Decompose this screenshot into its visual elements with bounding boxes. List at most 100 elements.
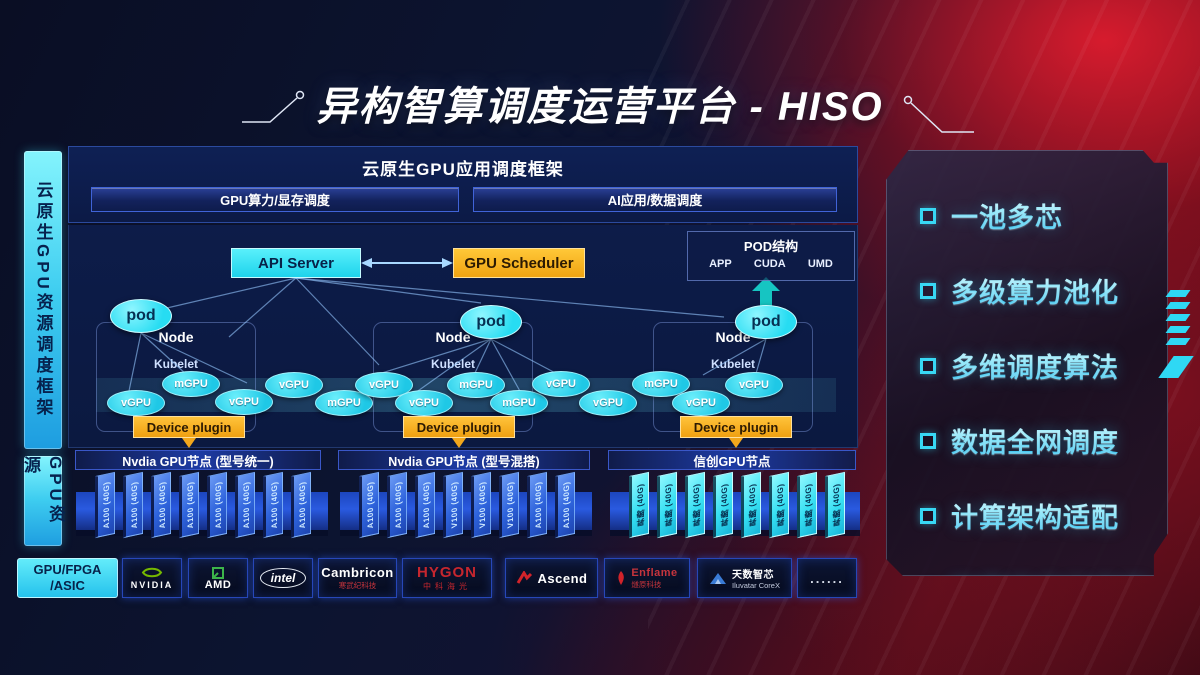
feature-item: 数据全网调度 (920, 421, 1168, 460)
api-server-box: API Server (231, 248, 361, 278)
node-group-header-2: Nvdia GPU节点 (型号混搭) (338, 450, 590, 470)
square-bullet-icon (920, 583, 936, 599)
vendor-label: NVIDIA (130, 580, 174, 590)
feature-label: 一池多芯 (951, 196, 1063, 235)
square-bullet-icon (920, 357, 936, 374)
kubelet-label: Kubelet (710, 357, 755, 371)
vendor-sublabel: Iluvatar CoreX (732, 581, 780, 590)
feature-label: 计算架构适配 (951, 496, 1119, 535)
framework-title: 云原生GPU应用调度框架 (362, 160, 564, 179)
vgpu-ellipse: vGPU (532, 371, 590, 397)
pod-ellipse-1: pod (110, 299, 172, 333)
vgpu-ellipse: vGPU (107, 390, 165, 416)
gpu-card: 昇腾 (40G) (769, 471, 789, 539)
vendor-hygon: HYGON 中科海光 (402, 558, 492, 598)
vgpu-ellipse: vGPU (215, 389, 273, 415)
vendor-nvidia: NVIDIA (122, 558, 182, 598)
gpu-card: A100 (40G) (123, 471, 143, 539)
rail-cloud-native-framework: 云原生GPU资源调度框架 (24, 151, 62, 449)
gpu-card: V100 (40G) (471, 471, 491, 539)
square-bullet-icon (920, 282, 936, 299)
gpu-card: 昇腾 (40G) (797, 471, 817, 539)
square-bullet-icon (920, 507, 936, 524)
gpu-card: A100 (40G) (555, 471, 575, 539)
pod-up-arrow (752, 277, 780, 307)
gpu-card: 昇腾 (40G) (825, 471, 845, 539)
feature-label: 多维调度算法 (951, 346, 1119, 385)
circuit-decor-right (903, 95, 974, 133)
square-bullet-icon (920, 207, 936, 224)
vendor-more: ...... (797, 558, 857, 598)
device-plugin-box-2: Device plugin (403, 416, 515, 438)
ai-app-data-scheduling-bar: AI应用/数据调度 (473, 187, 837, 212)
mgpu-ellipse: mGPU (490, 390, 548, 416)
vgpu-ellipse: vGPU (265, 372, 323, 398)
feature-label: 智算网络可观测 (951, 571, 1147, 576)
pod-structure-item: UMD (807, 258, 833, 270)
feature-item: 智算网络可观测 (920, 571, 1168, 599)
nvidia-icon (141, 567, 163, 578)
hazard-stripe-icon (1165, 302, 1191, 309)
rail-gpu-resource: GPU资源 (21, 456, 65, 546)
gpu-card: 昇腾 (40G) (713, 471, 733, 539)
vendor-sublabel: 寒武纪科技 (338, 581, 377, 590)
app-scheduling-framework-panel: 云原生GPU应用调度框架 GPU算力/显存调度 AI应用/数据调度 (68, 146, 858, 223)
gpu-platform-1 (76, 492, 328, 530)
vendor-enflame: Enflame 燧原科技 (604, 558, 690, 598)
rail-label: GPU资源 (21, 456, 65, 526)
features-panel: 一池多芯 多级算力池化 多维调度算法 数据全网调度 计算架构适配 智算网络可观测 (886, 150, 1168, 576)
vgpu-ellipse: vGPU (672, 390, 730, 416)
pod-ellipse-2: pod (460, 305, 522, 339)
node-label: Node (435, 329, 471, 345)
chip-line: /ASIC (50, 578, 85, 593)
iluvatar-mountain-icon (710, 572, 727, 584)
vendor-label: Ascend (537, 570, 588, 586)
feature-item: 多级算力池化 (920, 271, 1168, 310)
feature-label: 多级算力池化 (951, 271, 1119, 310)
device-plugin-down-arrow (452, 438, 466, 448)
ascend-icon (516, 571, 532, 584)
circuit-decor-left (242, 90, 305, 123)
gpu-platform-3 (610, 492, 860, 530)
node-group-header-1: Nvdia GPU节点 (型号统一) (75, 450, 321, 470)
gpu-card: A100 (40G) (415, 471, 435, 539)
pod-structure-item: CUDA (753, 258, 786, 270)
hazard-stripe-icon (1165, 290, 1191, 297)
gpu-card: A100 (40G) (359, 471, 379, 539)
vgpu-ellipse: vGPU (725, 372, 783, 398)
vendor-label: HYGON (416, 564, 477, 581)
intel-oval-logo: intel (259, 568, 307, 588)
gpu-card: 昇腾 (40G) (629, 471, 649, 539)
gpu-card: A100 (40G) (527, 471, 547, 539)
gpu-card: A100 (40G) (387, 471, 407, 539)
pod-structure-item: APP (709, 258, 732, 270)
feature-label: 数据全网调度 (951, 421, 1119, 460)
gpu-card: A100 (40G) (263, 471, 283, 539)
pod-structure-box: POD结构 APP CUDA UMD (687, 231, 855, 281)
feature-item: 计算架构适配 (920, 496, 1168, 535)
gpu-card: A100 (40G) (207, 471, 227, 539)
vendor-label: 天数智芯 (732, 570, 775, 581)
vendor-label: Cambricon (321, 565, 394, 580)
kubelet-label: Kubelet (430, 357, 475, 371)
gpu-card: V100 (40G) (443, 471, 463, 539)
gpu-compute-memory-scheduling-bar: GPU算力/显存调度 (91, 187, 459, 212)
device-plugin-box-3: Device plugin (680, 416, 792, 438)
rail-label: 云原生GPU资源调度框架 (33, 181, 53, 419)
enflame-flame-icon (618, 571, 625, 585)
feature-list: 一池多芯 多级算力池化 多维调度算法 数据全网调度 计算架构适配 智算网络可观测 (886, 150, 1168, 599)
connector-lines (128, 258, 780, 394)
vendor-iluvatar: 天数智芯 Iluvatar CoreX (697, 558, 792, 598)
gpu-card: V100 (40G) (499, 471, 519, 539)
gpu-card: 昇腾 (40G) (657, 471, 677, 539)
gpu-card: A100 (40G) (291, 471, 311, 539)
mgpu-ellipse: mGPU (447, 372, 505, 398)
square-bullet-icon (920, 432, 936, 449)
pod-structure-title: POD结构 (743, 239, 799, 254)
node-group-header-3: 信创GPU节点 (608, 450, 856, 470)
vendor-ascend: Ascend (505, 558, 598, 598)
page-title: 异构智算调度运营平台 - HISO (316, 85, 884, 129)
vendor-sublabel: 中科海光 (423, 582, 471, 591)
vendor-label: Enflame (631, 566, 678, 579)
